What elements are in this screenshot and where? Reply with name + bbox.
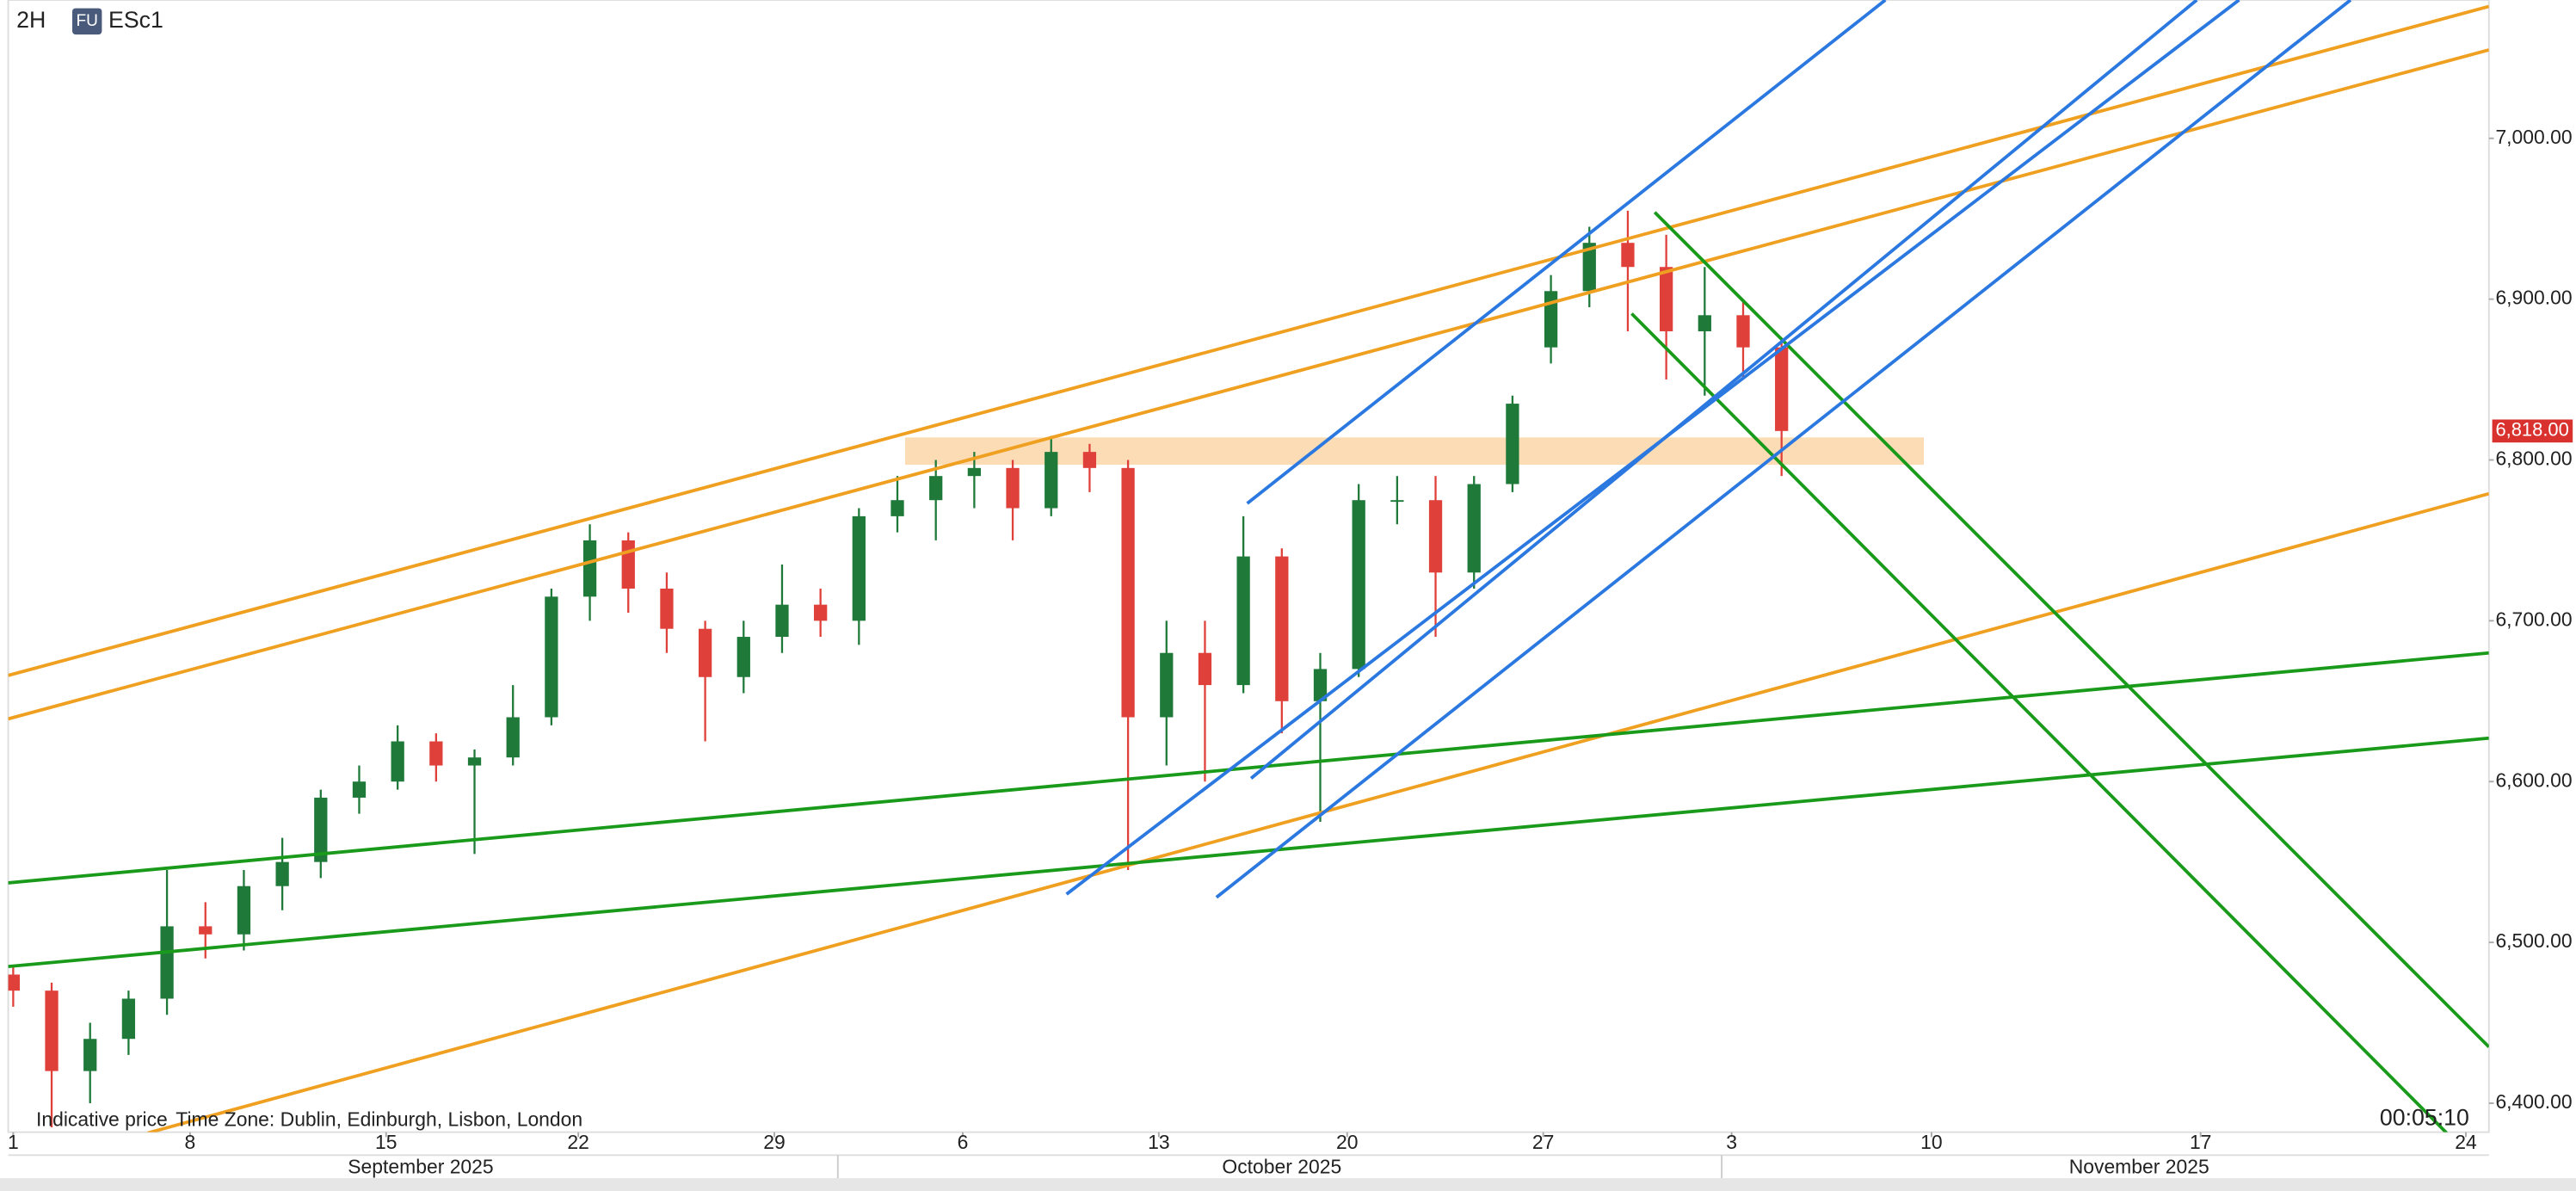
candle-body: [698, 628, 712, 677]
candle-body: [506, 717, 520, 758]
candle-body: [1121, 467, 1135, 718]
badge: FU: [76, 12, 97, 30]
y-tick-label: 6,800.00: [2495, 447, 2572, 470]
candle-body: [1428, 500, 1443, 573]
candle-body: [775, 604, 789, 638]
month-label: November 2025: [2069, 1156, 2209, 1178]
x-tick-label: 27: [1532, 1131, 1554, 1153]
symbol[interactable]: ESc1: [108, 7, 163, 33]
candle-body: [1275, 556, 1289, 701]
candle-body: [199, 926, 213, 935]
candle-body: [352, 781, 367, 798]
candle-body: [1390, 500, 1404, 503]
y-tick-label: 6,900.00: [2495, 287, 2572, 309]
x-tick-label: 15: [375, 1131, 397, 1153]
countdown: 00:05:10: [2380, 1104, 2469, 1130]
candle-body: [429, 741, 443, 766]
x-tick-label: 13: [1148, 1131, 1169, 1153]
x-tick-label: 1: [8, 1131, 19, 1153]
y-tick-label: 6,700.00: [2495, 608, 2572, 630]
month-label: September 2025: [348, 1156, 493, 1178]
candle-body: [1352, 500, 1365, 670]
candle-body: [891, 500, 904, 516]
candle-body: [1313, 669, 1328, 701]
candle-body: [160, 926, 174, 999]
candle-body: [582, 540, 597, 597]
month-label: October 2025: [1222, 1156, 1341, 1178]
candle-body: [8, 974, 20, 991]
candle-body: [1506, 404, 1519, 484]
candle-body: [1467, 484, 1481, 573]
candle-body: [83, 1039, 97, 1071]
candle-body: [1198, 652, 1212, 686]
candle-body: [1698, 315, 1711, 331]
axes: 6,400.00 6,500.00 6,600.00 6,700.00 6,800.00…: [8, 126, 2573, 1178]
candle-body: [1736, 315, 1750, 348]
candle-body: [45, 990, 59, 1071]
candle-body: [736, 637, 750, 677]
x-tick-label: 29: [763, 1131, 785, 1153]
candle-body: [1006, 467, 1020, 509]
x-tick-label: 22: [567, 1131, 589, 1153]
candle-body: [121, 998, 136, 1040]
trend-line: [147, 491, 2489, 1132]
candle-body: [1045, 452, 1058, 509]
y-tick-label: 6,600.00: [2495, 768, 2572, 791]
candle-body: [314, 797, 328, 862]
candle-body: [275, 861, 289, 886]
x-tick-label: 6: [958, 1131, 969, 1153]
candle-body: [1236, 556, 1250, 686]
trend-line: [8, 651, 2489, 885]
candle-body: [1544, 291, 1558, 348]
trend-line: [8, 48, 2489, 721]
candle-body: [545, 596, 558, 718]
candle-body: [1582, 243, 1596, 292]
candle-body: [852, 515, 866, 621]
last-price-label: 6,818.00: [2495, 419, 2568, 441]
candle-body: [929, 476, 943, 501]
candle-body: [621, 540, 635, 589]
x-tick-label: 17: [2190, 1131, 2211, 1153]
candle-body: [391, 741, 404, 782]
trend-line: [1215, 0, 2352, 899]
trend-line: [1653, 211, 2489, 1048]
trend-line: [1249, 0, 2198, 780]
candle-body: [1160, 652, 1174, 718]
last-price-box: [2492, 419, 2573, 443]
x-tick-label: 24: [2455, 1131, 2477, 1153]
x-tick-label: 8: [185, 1131, 196, 1153]
interval[interactable]: 2H: [16, 7, 46, 33]
trend-line: [8, 4, 2489, 677]
y-tick-label: 6,500.00: [2495, 929, 2572, 952]
candle-body: [660, 588, 674, 629]
candle-body: [814, 604, 828, 621]
x-tick-label: 10: [1920, 1131, 1942, 1153]
y-tick-label: 7,000.00: [2495, 126, 2572, 148]
candle-body: [467, 757, 482, 766]
candle-body: [237, 886, 251, 935]
x-tick-label: 20: [1336, 1131, 1358, 1153]
plot: [8, 0, 2489, 1132]
trend-line: [8, 736, 2489, 969]
candle-body: [1775, 347, 1789, 431]
candle-body: [1621, 243, 1635, 268]
timezone: Time Zone: Dublin, Edinburgh, Lisbon, Lo…: [176, 1108, 582, 1130]
trend-line: [1630, 312, 2449, 1132]
candle-body: [967, 467, 982, 477]
plot-frame: [7, 0, 2490, 1133]
candle-body: [1082, 452, 1097, 468]
trend-line: [1065, 0, 2240, 896]
y-tick-label: 6,400.00: [2495, 1090, 2572, 1113]
scrollbar: [0, 1178, 2576, 1191]
price-zone: [904, 437, 1924, 466]
x-tick-label: 3: [1726, 1131, 1737, 1153]
footer-note: Indicative price: [36, 1108, 168, 1130]
candle-body: [1659, 267, 1673, 331]
trend-line: [1246, 0, 1887, 505]
badge-bg: [72, 8, 102, 35]
